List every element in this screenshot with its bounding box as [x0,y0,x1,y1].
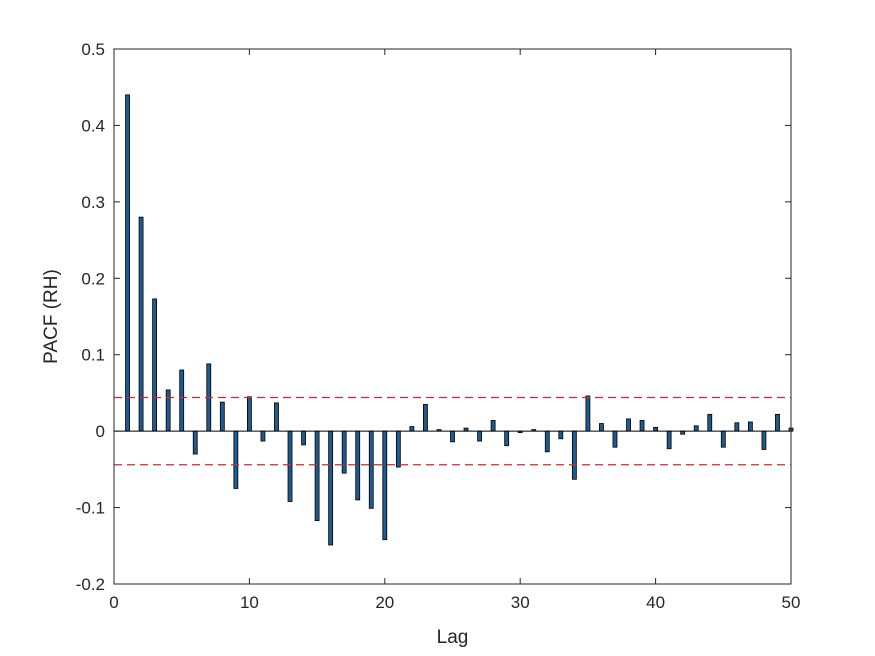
pacf-bar [423,403,428,432]
y-tick-label: 0.4 [81,116,105,135]
pacf-bar [775,413,780,432]
y-tick-label: 0.1 [81,346,105,365]
pacf-bar [612,430,618,448]
x-tick-label: 40 [646,593,665,612]
y-tick-label: -0.1 [76,499,105,518]
y-tick-label: 0.2 [81,269,105,288]
x-tick-label: 50 [782,593,801,612]
pacf-bar [341,430,347,474]
pacf-bar [490,420,496,432]
pacf-bar [666,430,672,450]
pacf-bar [192,430,198,455]
pacf-bar [314,430,320,521]
pacf-bar [355,430,361,501]
pacf-bar [720,430,726,448]
pacf-bar [246,396,252,432]
y-tick-label: 0 [96,422,105,441]
y-axis-label: PACF (RH) [41,269,62,364]
x-tick-label: 10 [240,593,259,612]
ticks-layer: 0 10 20 30 40 50 -0.2 -0.1 0 0.1 0.2 0.3 0.4 0.5 [76,40,801,612]
pacf-bar [693,425,699,432]
pacf-bar [761,430,767,450]
pacf-bar [571,430,577,480]
y-tick-label: 0.5 [81,40,105,59]
y-tick-label: -0.2 [76,575,105,594]
pacf-bar [599,423,604,432]
pacf-bar [301,430,306,446]
pacf-bar [368,430,374,509]
pacf-bar [219,401,225,432]
pacf-bar [653,426,658,432]
pacf-bar [450,430,455,443]
pacf-bar [409,426,415,432]
pacf-bar [504,430,510,447]
pacf-bar [274,402,279,432]
pacf-bar [125,94,130,432]
x-tick-label: 20 [375,593,394,612]
pacf-bar [639,420,645,432]
axes-box [113,48,792,585]
x-tick-label: 0 [109,593,118,612]
pacf-bar [328,430,334,546]
pacf-bar [734,422,740,432]
pacf-bar [626,418,631,432]
plot-area-background [114,49,791,584]
pacf-bar [707,413,713,432]
pacf-bar [287,430,293,502]
pacf-bar [152,298,158,432]
pacf-bar [260,430,266,442]
pacf-bar [544,430,550,453]
pacf-bar [179,369,185,432]
pacf-bar [165,389,171,432]
pacf-bar [747,421,753,432]
y-tick-label: 0.3 [81,193,105,212]
pacf-bar [382,430,388,541]
pacf-bar [585,395,591,432]
pacf-bar [558,430,564,440]
pacf-bar [395,430,401,468]
x-axis-label: Lag [437,627,469,648]
x-tick-label: 30 [511,593,530,612]
pacf-bar [233,430,239,489]
pacf-bar [477,430,482,442]
pacf-bar [138,216,144,432]
